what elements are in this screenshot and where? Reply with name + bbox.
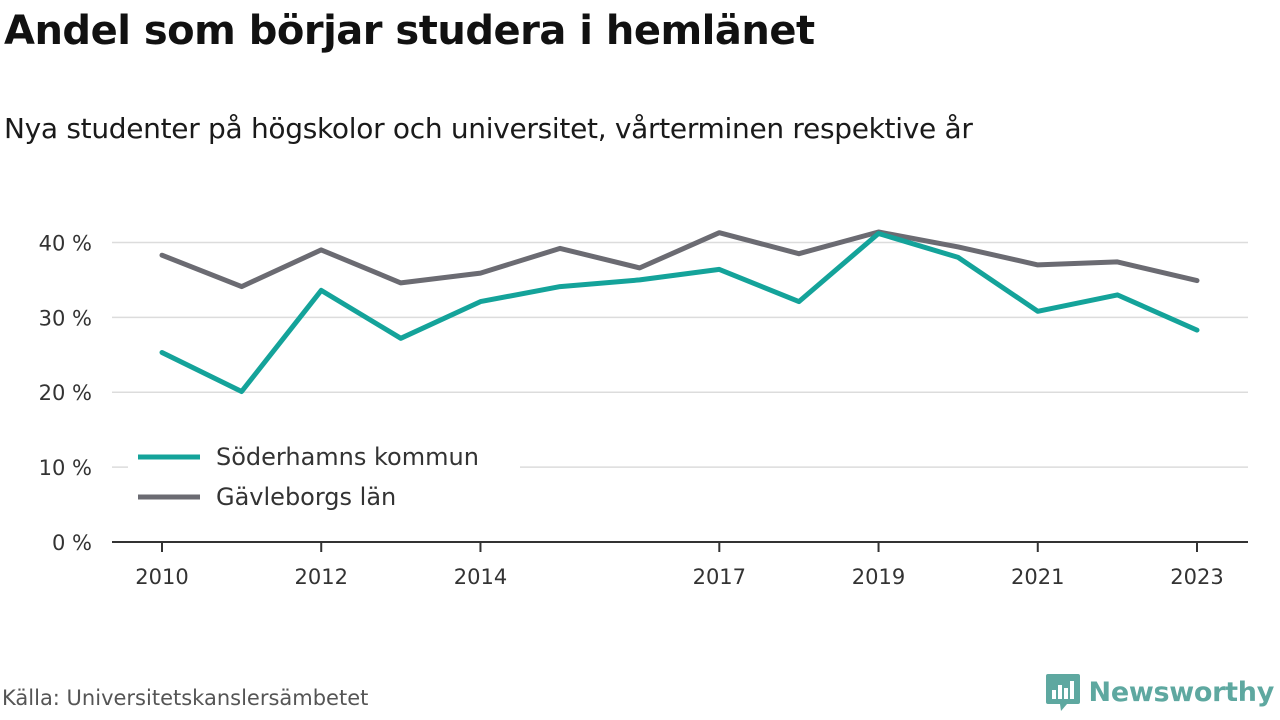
source-note: Källa: Universitetskanslersämbetet xyxy=(2,686,369,710)
y-tick-label: 10 % xyxy=(39,456,92,480)
x-tick-label: 2021 xyxy=(1011,565,1064,589)
y-tick-label: 30 % xyxy=(39,306,92,330)
chart-title: Andel som börjar studera i hemlänet xyxy=(4,8,815,54)
x-tick-label: 2012 xyxy=(295,565,348,589)
x-tick-label: 2010 xyxy=(135,565,188,589)
series-line-soderhamn xyxy=(159,231,1200,394)
legend-label: Söderhamns kommun xyxy=(216,443,479,471)
y-tick-label: 20 % xyxy=(39,381,92,405)
y-tick-label: 40 % xyxy=(39,231,92,255)
bar-chart-speech-bubble-icon xyxy=(1045,674,1080,711)
x-tick-label: 2014 xyxy=(454,565,507,589)
legend: Söderhamns kommun Gävleborgs län xyxy=(128,436,520,524)
y-tick-label: 0 % xyxy=(52,531,92,555)
x-tick-label: 2023 xyxy=(1170,565,1223,589)
x-tick-label: 2017 xyxy=(693,565,746,589)
x-tick-label: 2019 xyxy=(852,565,905,589)
x-axis: 2010 2012 2014 2017 2019 2021 2023 xyxy=(112,541,1248,589)
chart-subtitle: Nya studenter på högskolor och universit… xyxy=(4,112,973,145)
legend-label: Gävleborgs län xyxy=(216,483,396,511)
brand-logo: Newsworthy xyxy=(1045,672,1274,712)
series-lines xyxy=(159,229,1200,394)
series-line-gavleborg xyxy=(159,229,1200,290)
legend-background xyxy=(128,436,520,524)
gridlines: 0 % 10 % 20 % 30 % 40 % xyxy=(39,231,1248,555)
brand-name: Newsworthy xyxy=(1088,676,1275,708)
